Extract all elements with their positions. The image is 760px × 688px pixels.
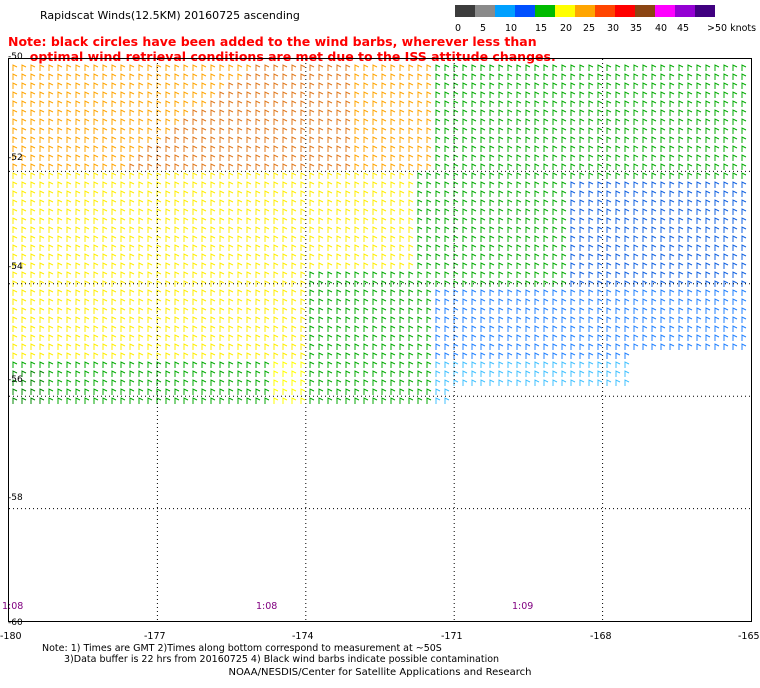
warning-note-line-2: optimal wind retrieval conditions are me… <box>8 49 556 64</box>
legend-label: 45 <box>677 23 690 34</box>
lon-label-174: -174 <box>292 631 314 642</box>
legend-swatch <box>535 5 555 17</box>
lat-label-56: -56 <box>8 375 23 385</box>
wind-barb-map <box>8 58 752 622</box>
time-label-1: 1:08 <box>2 601 24 612</box>
lon-label-177: -177 <box>144 631 166 642</box>
legend-swatch <box>695 5 715 17</box>
lon-label-168: -168 <box>590 631 612 642</box>
lat-label-50: -50 <box>8 52 23 62</box>
legend-swatch <box>575 5 595 17</box>
legend-label: 5 <box>480 23 487 34</box>
legend-label: 30 <box>607 23 620 34</box>
lon-label-171: -171 <box>441 631 463 642</box>
warning-note-line-1: Note: black circles have been added to t… <box>8 34 537 49</box>
legend-label: 40 <box>655 23 668 34</box>
legend-swatch <box>515 5 535 17</box>
time-label-2: 1:08 <box>256 601 278 612</box>
legend-label: 0 <box>455 23 462 34</box>
legend-swatch <box>635 5 655 17</box>
footnote-line-2: 3)Data buffer is 22 hrs from 20160725 4)… <box>64 654 500 665</box>
legend-swatch <box>475 5 495 17</box>
legend-label: >50 knots <box>707 23 757 34</box>
lat-label-52: -52 <box>8 153 23 163</box>
legend-swatch <box>455 5 475 17</box>
legend-label: 25 <box>583 23 596 34</box>
lat-label-60: -60 <box>8 618 23 628</box>
legend-swatch <box>655 5 675 17</box>
legend-label: 35 <box>630 23 643 34</box>
legend-swatch <box>555 5 575 17</box>
legend-swatch <box>615 5 635 17</box>
legend-swatch <box>675 5 695 17</box>
lat-label-58: -58 <box>8 493 23 503</box>
legend-label: 15 <box>535 23 548 34</box>
legend-swatch <box>495 5 515 17</box>
lon-label-165: -165 <box>738 631 760 642</box>
map-grid <box>9 59 751 621</box>
lat-label-54: -54 <box>8 262 23 272</box>
lon-label-180: -180 <box>0 631 22 642</box>
legend-swatch <box>595 5 615 17</box>
legend-label: 20 <box>560 23 573 34</box>
wind-barbs <box>12 64 747 404</box>
footnote-line-1: Note: 1) Times are GMT 2)Times along bot… <box>42 643 442 654</box>
map-title: Rapidscat Winds(12.5KM) 20160725 ascendi… <box>40 9 300 22</box>
time-label-3: 1:09 <box>512 601 534 612</box>
credit-line: NOAA/NESDIS/Center for Satellite Applica… <box>228 667 532 678</box>
warning-note: Note: black circles have been added to t… <box>8 34 568 64</box>
legend-label: 10 <box>505 23 518 34</box>
